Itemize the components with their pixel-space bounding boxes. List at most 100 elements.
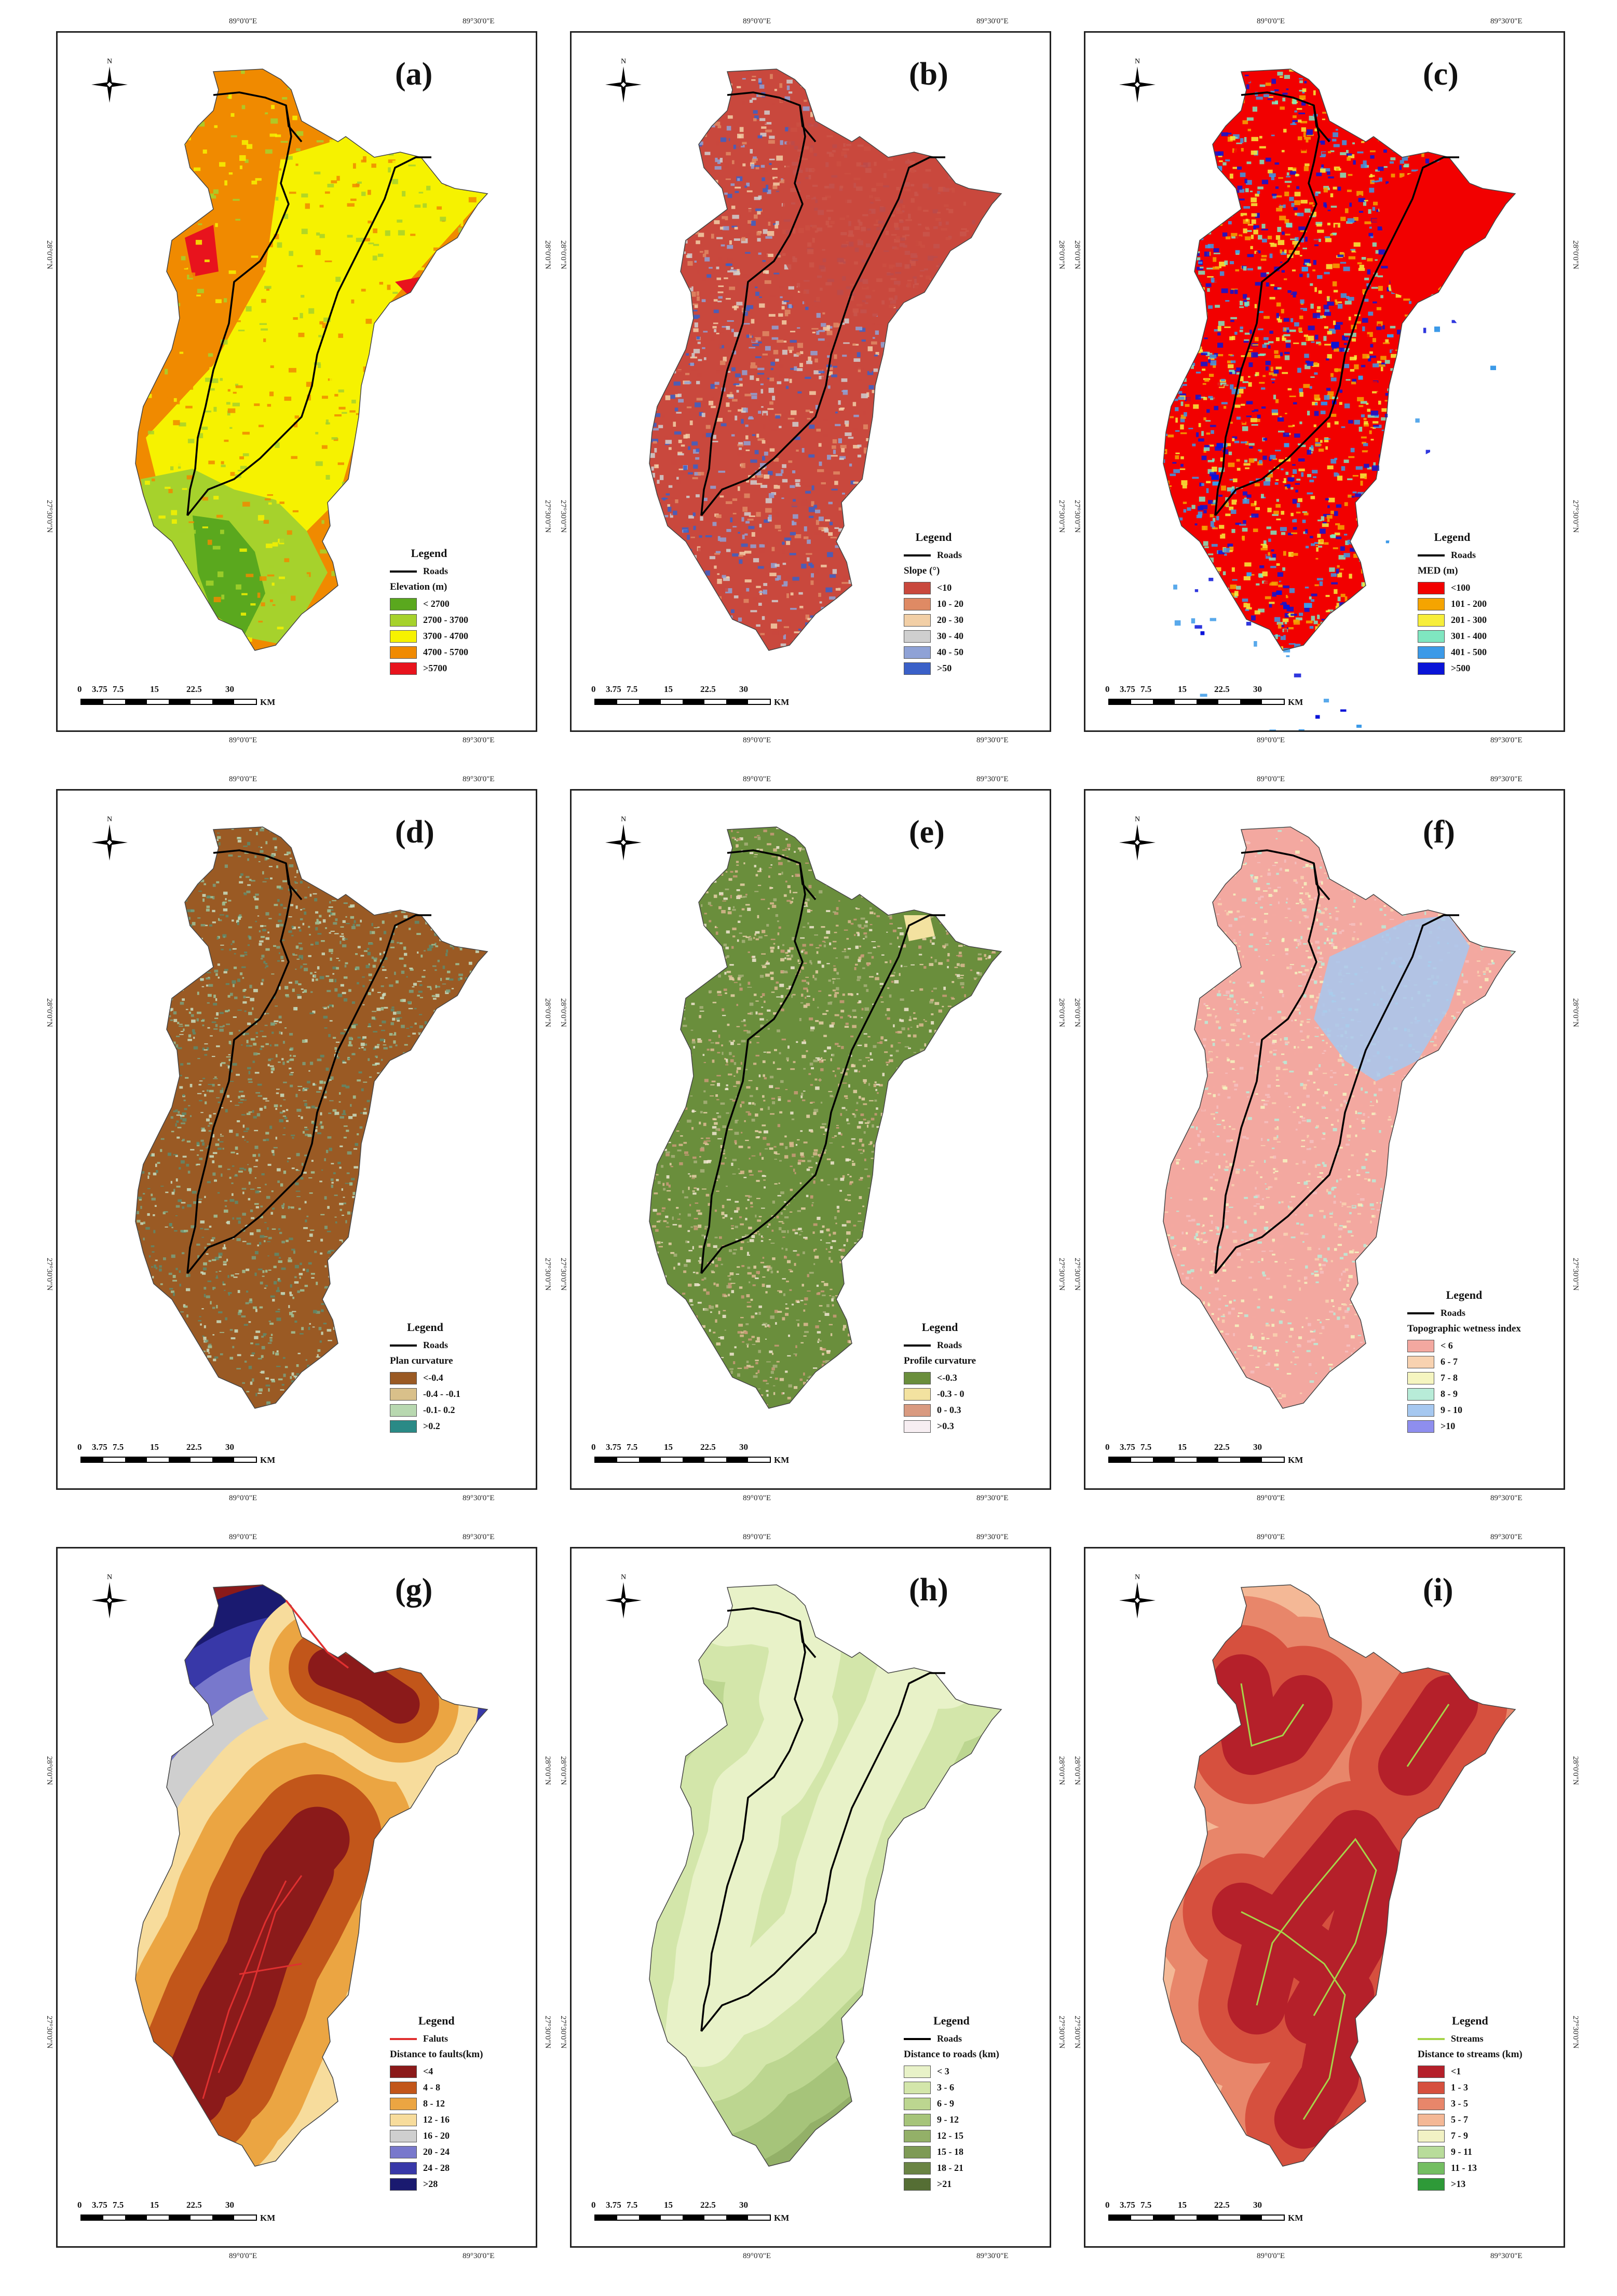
legend-class-label: 3 - 6 [937,2082,954,2093]
map-canvas [1163,1584,1516,2167]
legend-class: 7 - 8 [1407,1370,1521,1386]
legend-class-label: 16 - 20 [423,2130,450,2141]
legend-class: >0.3 [904,1418,976,1434]
legend-class: 20 - 30 [904,612,963,628]
grid-label-right: 28°0'0"N [1057,998,1066,1027]
legend-class: 7 - 9 [1418,2128,1523,2144]
map-canvas [1163,69,1516,730]
road-line [799,105,817,143]
map-panel-a: 89°0'0"E 89°30'0"E 89°0'0"E 89°30'0"E 28°0'0… [45,17,552,744]
scale-bar: 0 3.75 7.5 15 22.5 30 KM [77,2200,276,2223]
grid-label-right: 27°30'0"N [543,2016,552,2049]
grid-label-bottom: 89°0'0"E [743,736,771,744]
legend-class-label: 12 - 16 [423,2114,450,2125]
study-area [649,827,1001,1408]
grid-label-bottom: 89°0'0"E [743,1494,771,1502]
legend-class-label: >10 [1441,1421,1456,1431]
grid-label-left: 27°30'0"N [45,2016,53,2049]
grid-label-right: 27°30'0"N [1057,2016,1066,2049]
grid-label-top: 89°30'0"E [463,775,495,783]
grid-label-top: 89°0'0"E [1257,775,1285,783]
legend: Legend Roads Distance to roads (km) < 3 3 - … [904,2014,999,2192]
legend-class-label: 301 - 400 [1451,631,1487,641]
map-canvas [649,826,1002,1409]
scale-bar: 0 3.75 7.5 15 22.5 30 KM [77,684,276,707]
legend-class-label: 2700 - 3700 [423,615,468,625]
road-line [700,849,806,1274]
legend-line-label: Roads [937,2033,962,2044]
legend-class-label: <-0.4 [423,1373,443,1383]
legend-class: 4 - 8 [390,2080,483,2096]
legend-class: -0.3 - 0 [904,1386,976,1402]
legend: Legend Roads Slope (°) <10 10 - 20 20 - 30 30 … [904,531,963,676]
legend-class: 12 - 15 [904,2128,999,2144]
scale-bar: 0 3.75 7.5 15 22.5 30 KM [591,2200,790,2223]
legend-class-label: >0.3 [937,1421,954,1431]
legend-subtitle: Topographic wetness index [1407,1323,1521,1334]
grid-label-right: 27°30'0"N [1571,2016,1580,2049]
north-arrow-icon: N [86,814,133,866]
road-line [700,91,806,516]
panel-letter: (a) [395,57,433,92]
road-line [700,156,945,517]
legend-class: 6 - 7 [1407,1354,1521,1370]
legend-class-label: 0 - 0.3 [937,1405,961,1415]
grid-label-top: 89°0'0"E [1257,17,1285,25]
legend: Legend Roads Plan curvature <-0.4 -0.4 - -0.… [390,1321,460,1434]
legend-line-label: Streams [1451,2033,1484,2044]
scale-bar: 0 3.75 7.5 15 22.5 30 KM [591,684,790,707]
grid-label-left: 28°0'0"N [559,1756,567,1785]
legend-class-label: <10 [937,582,952,593]
legend-class-label: 24 - 28 [423,2163,450,2173]
legend-class: 3 - 5 [1418,2096,1523,2112]
legend-class-label: 7 - 9 [1451,2130,1468,2141]
legend-class: >0.2 [390,1418,460,1434]
legend: Legend Roads MED (m) <100 101 - 200 201 - 300… [1418,531,1487,676]
legend-class: -0.1- 0.2 [390,1402,460,1418]
legend-title: Legend [407,1321,443,1334]
grid-label-bottom: 89°30'0"E [463,2252,495,2260]
legend-class: <4 [390,2063,483,2080]
grid-label-right: 28°0'0"N [1571,1756,1580,1785]
panel-letter: (f) [1423,814,1455,850]
grid-label-top: 89°0'0"E [229,17,257,25]
legend-class: 0 - 0.3 [904,1402,976,1418]
legend-class: 8 - 12 [390,2096,483,2112]
legend: Legend Roads Elevation (m) < 2700 2700 - 370… [390,547,468,676]
legend-class-label: 7 - 8 [1441,1373,1458,1383]
grid-label-top: 89°30'0"E [976,775,1009,783]
legend-title: Legend [1452,2014,1488,2027]
road-line [700,1672,945,2032]
legend-class: 8 - 9 [1407,1386,1521,1402]
north-arrow-icon: N [600,1572,647,1624]
map-panel-e: 89°0'0"E 89°30'0"E 89°0'0"E 89°30'0"E 28°0'0… [559,775,1066,1502]
road-line [1214,914,1459,1274]
grid-label-left: 27°30'0"N [559,500,567,533]
legend-line-entry: Roads [390,563,468,579]
legend-class-label: 12 - 15 [937,2130,963,2141]
legend-class-label: -0.3 - 0 [937,1389,964,1399]
legend-class: 5 - 7 [1418,2112,1523,2128]
legend-class-label: 201 - 300 [1451,615,1487,625]
legend-class-label: >5700 [423,663,447,673]
legend-class: 6 - 9 [904,2096,999,2112]
grid-label-left: 28°0'0"N [45,1756,53,1785]
legend-line-label: Faluts [423,2033,449,2044]
scale-bar: 0 3.75 7.5 15 22.5 30 KM [1105,684,1303,707]
grid-label-top: 89°0'0"E [1257,1533,1285,1541]
legend-line-label: Roads [937,550,962,560]
legend-class-label: 9 - 11 [1451,2146,1473,2157]
legend-class-label: < 6 [1441,1340,1453,1351]
grid-label-bottom: 89°0'0"E [743,2252,771,2260]
legend-line-entry: Roads [1407,1305,1521,1321]
grid-label-bottom: 89°30'0"E [463,1494,495,1502]
legend-class-label: 101 - 200 [1451,599,1487,609]
grid-label-bottom: 89°0'0"E [1257,1494,1285,1502]
legend-class: >13 [1418,2176,1523,2192]
legend-class-label: -0.1- 0.2 [423,1405,455,1415]
legend-class: 40 - 50 [904,644,963,660]
legend-class: < 3 [904,2063,999,2080]
grid-label-bottom: 89°30'0"E [976,1494,1009,1502]
legend-class: >500 [1418,660,1487,676]
legend: Legend Roads Profile curvature <-0.3 -0.3 - … [904,1321,976,1434]
